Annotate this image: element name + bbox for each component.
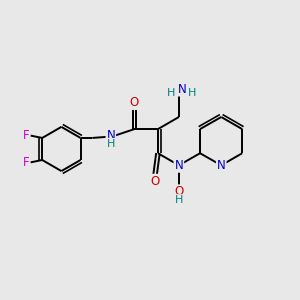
Text: F: F [23, 129, 29, 142]
Text: O: O [174, 185, 184, 198]
Text: O: O [130, 96, 139, 109]
Text: F: F [23, 156, 29, 169]
Text: H: H [175, 195, 183, 205]
Text: N: N [106, 129, 115, 142]
Text: H: H [188, 88, 196, 98]
Text: H: H [167, 88, 176, 98]
Text: O: O [150, 175, 160, 188]
Text: N: N [175, 159, 183, 172]
Text: N: N [177, 82, 186, 95]
Text: N: N [217, 159, 226, 172]
Text: H: H [106, 139, 115, 149]
